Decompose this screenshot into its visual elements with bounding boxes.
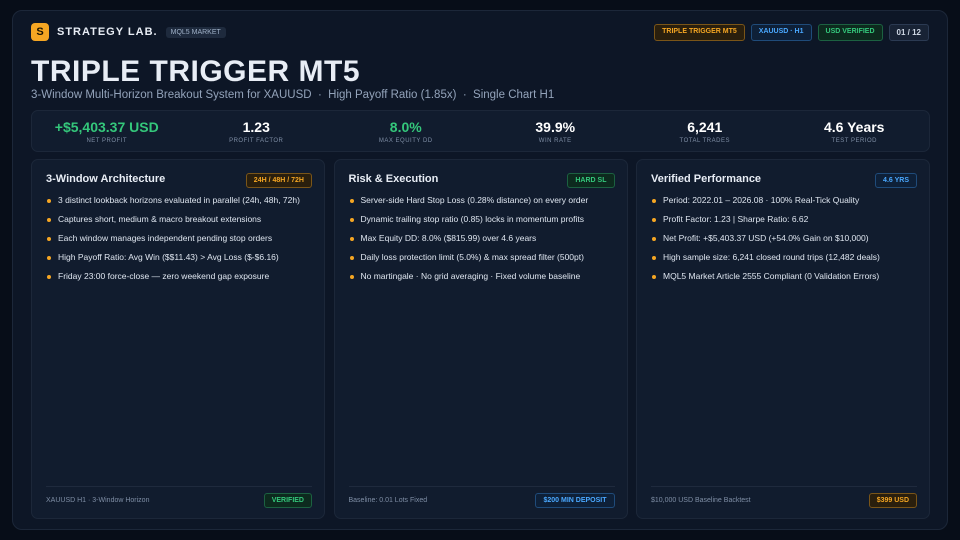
stat-label: TOTAL TRADES <box>679 138 730 144</box>
stat-value: 6,241 <box>687 119 723 135</box>
card: Risk & Execution HARD SL Server-side Hard … <box>333 159 628 519</box>
stat: 8.0% MAX EQUITY DD <box>331 111 481 151</box>
bullet: High sample size: 6,241 closed round tri… <box>651 251 915 264</box>
stat-value: 4.6 Years <box>824 119 885 135</box>
bullet-list: 3 distinct lookback horizons evaluated i… <box>46 194 310 289</box>
card: Verified Performance 4.6 YRS Period: 2022.… <box>636 159 930 519</box>
stat-label: PROFIT FACTOR <box>229 138 284 144</box>
frame: S STRATEGY LAB. MQL5 MARKET TRIPLE TRIGG… <box>12 10 948 530</box>
stat: 39.9% WIN RATE <box>481 111 631 151</box>
card: 3-Window Architecture 24H / 48H / 72H 3 di… <box>31 159 325 519</box>
stat: 1.23 PROFIT FACTOR <box>182 111 332 151</box>
stat-value: +$5,403.37 USD <box>54 119 159 135</box>
bullet: Captures short, medium & macro breakout … <box>46 213 310 226</box>
bullet: Daily loss protection limit (5.0%) & max… <box>349 251 613 264</box>
card-badge: 24H / 48H / 72H <box>245 173 312 188</box>
bullet: 3 distinct lookback horizons evaluated i… <box>46 194 310 207</box>
tag: MQL5 MARKET <box>165 26 226 38</box>
footer-text: Baseline: 0.01 Lots Fixed <box>348 497 428 504</box>
bullet-list: Period: 2022.01 – 2026.08 · 100% Real-Ti… <box>651 194 915 289</box>
card-title: 3-Window Architecture <box>46 173 166 185</box>
badge: TRIPLE TRIGGER MT5 <box>654 23 745 41</box>
card-title: Verified Performance <box>651 173 762 185</box>
bullet: Net Profit: +$5,403.37 USD (+54.0% Gain … <box>651 232 915 245</box>
bullet: High Payoff Ratio: Avg Win ($$11.43) > A… <box>46 251 310 264</box>
footer-badge: $200 MIN DEPOSIT <box>535 493 615 508</box>
subtitle: 3-Window Multi-Horizon Breakout System f… <box>31 89 555 101</box>
footer-text: XAUUSD H1 · 3-Window Horizon <box>46 497 150 504</box>
bullet: Dynamic trailing stop ratio (0.85) locks… <box>349 213 613 226</box>
brand: STRATEGY LAB. <box>57 26 158 38</box>
card-footer: XAUUSD H1 · 3-Window Horizon VERIFIED <box>46 486 312 508</box>
bullet: Period: 2022.01 – 2026.08 · 100% Real-Ti… <box>651 194 915 207</box>
bullet: MQL5 Market Article 2555 Compliant (0 Va… <box>651 270 915 283</box>
card-badge: HARD SL <box>567 173 615 188</box>
card-footer: Baseline: 0.01 Lots Fixed $200 MIN DEPOSI… <box>348 486 615 508</box>
logo: S <box>31 23 49 41</box>
stat-label: MAX EQUITY DD <box>378 138 433 144</box>
stat-label: WIN RATE <box>538 138 572 144</box>
bullet: Max Equity DD: 8.0% ($815.99) over 4.6 y… <box>349 232 613 245</box>
badge: XAUUSD · H1 <box>750 23 812 41</box>
bullet: No martingale · No grid averaging · Fixe… <box>349 270 613 283</box>
bullet: Profit Factor: 1.23 | Sharpe Ratio: 6.62 <box>651 213 915 226</box>
badges: TRIPLE TRIGGER MT5 XAUUSD · H1 USD VERIF… <box>654 23 929 41</box>
footer-badge: $399 USD <box>868 493 917 508</box>
header: S STRATEGY LAB. MQL5 MARKET TRIPLE TRIGG… <box>31 23 929 41</box>
stat-value: 8.0% <box>389 119 422 135</box>
badge: USD VERIFIED <box>817 23 883 41</box>
stat-label: NET PROFIT <box>86 138 128 144</box>
stat-label: TEST PERIOD <box>831 138 877 144</box>
card-footer: $10,000 USD Baseline Backtest $399 USD <box>651 486 917 508</box>
stat-value: 39.9% <box>535 119 576 135</box>
bullet-list: Server-side Hard Stop Loss (0.28% distan… <box>349 194 613 289</box>
card-title: Risk & Execution <box>348 173 439 185</box>
title: TRIPLE TRIGGER MT5 <box>31 55 361 88</box>
stat: 4.6 Years TEST PERIOD <box>780 111 930 151</box>
stat-value: 1.23 <box>242 119 270 135</box>
stat: 6,241 TOTAL TRADES <box>630 111 780 151</box>
page-number: 01 / 12 <box>888 23 929 41</box>
stat: +$5,403.37 USD NET PROFIT <box>32 111 182 151</box>
bullet: Each window manages independent pending … <box>46 232 310 245</box>
bullet: Friday 23:00 force-close — zero weekend … <box>46 270 310 283</box>
footer-text: $10,000 USD Baseline Backtest <box>651 497 751 504</box>
card-badge: 4.6 YRS <box>875 173 917 188</box>
stats-bar: +$5,403.37 USD NET PROFIT 1.23 PROFIT FACTO… <box>31 110 930 152</box>
bullet: Server-side Hard Stop Loss (0.28% distan… <box>349 194 613 207</box>
footer-badge: VERIFIED <box>263 493 312 508</box>
